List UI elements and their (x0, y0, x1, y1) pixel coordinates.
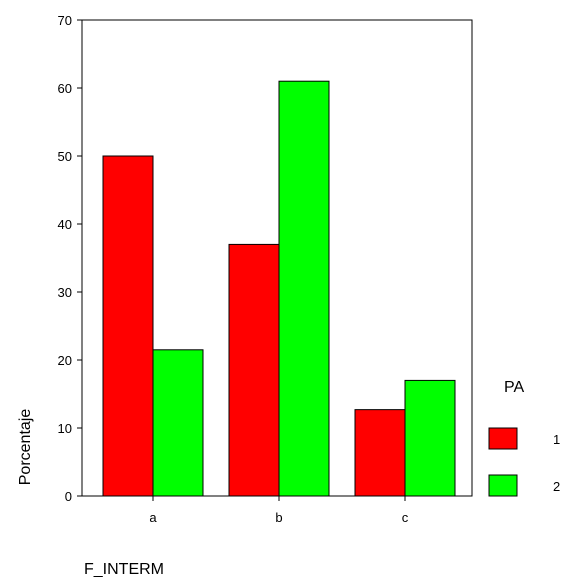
bars (102, 80, 456, 497)
plot-frame (81, 19, 473, 497)
y-tick-label: 50 (58, 149, 72, 164)
legend-title: PA (504, 379, 524, 396)
legend-label-1: 1 (553, 432, 560, 447)
x-tick-label: b (275, 510, 282, 525)
legend-label-2: 2 (553, 479, 560, 494)
legend-swatch-1 (488, 427, 518, 450)
y-tick-label: 40 (58, 217, 72, 232)
legend: PA 1 2 (488, 379, 560, 497)
x-axis-label: F_INTERM (84, 561, 164, 578)
bar-a-series-2 (152, 349, 204, 497)
axes: 0 10 20 30 40 50 60 70 a b c (58, 13, 409, 525)
y-tick-label: 10 (58, 421, 72, 436)
bar-c-series-1 (354, 409, 406, 497)
bar-b-series-2 (278, 80, 330, 497)
y-tick-label: 0 (65, 489, 72, 504)
y-tick-label: 60 (58, 81, 72, 96)
y-tick-label: 20 (58, 353, 72, 368)
y-tick-label: 70 (58, 13, 72, 28)
bar-b-series-1 (228, 243, 280, 497)
legend-swatch-2 (488, 474, 518, 497)
x-tick-label: c (402, 510, 409, 525)
bar-a-series-1 (102, 155, 154, 497)
y-axis-label: Porcentaje (17, 409, 34, 486)
x-tick-label: a (149, 510, 157, 525)
bar-c-series-2 (404, 379, 456, 497)
y-tick-label: 30 (58, 285, 72, 300)
